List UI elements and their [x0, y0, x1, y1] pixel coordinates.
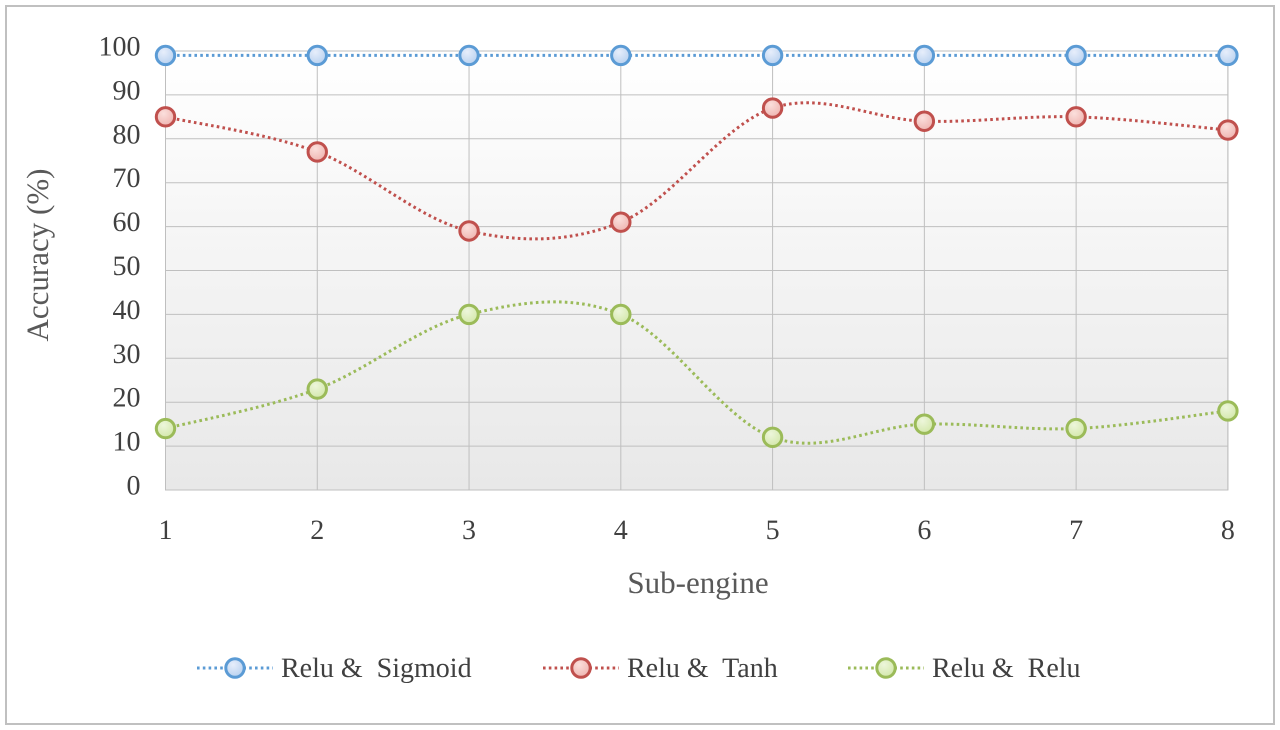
svg-text:5: 5 [766, 515, 780, 546]
svg-text:3: 3 [462, 515, 476, 546]
svg-text:4: 4 [614, 515, 628, 546]
svg-text:6: 6 [917, 515, 931, 546]
svg-text:Relu & Relu: Relu & Relu [932, 653, 1081, 684]
svg-text:30: 30 [113, 339, 141, 370]
svg-text:0: 0 [127, 471, 141, 502]
svg-text:Relu & Sigmoid: Relu & Sigmoid [281, 653, 472, 684]
svg-text:2: 2 [310, 515, 324, 546]
svg-text:80: 80 [113, 119, 141, 150]
svg-text:10: 10 [113, 427, 141, 458]
svg-text:50: 50 [113, 251, 141, 282]
svg-text:100: 100 [99, 32, 141, 63]
svg-text:1: 1 [159, 515, 173, 546]
svg-text:Relu & Tanh: Relu & Tanh [627, 653, 778, 684]
svg-text:Accuracy (%): Accuracy (%) [20, 169, 55, 342]
svg-text:90: 90 [113, 75, 141, 106]
svg-text:8: 8 [1221, 515, 1235, 546]
svg-text:Sub-engine: Sub-engine [627, 565, 768, 600]
svg-text:60: 60 [113, 207, 141, 238]
svg-text:7: 7 [1069, 515, 1083, 546]
svg-text:40: 40 [113, 295, 141, 326]
svg-text:70: 70 [113, 163, 141, 194]
svg-text:20: 20 [113, 383, 141, 414]
